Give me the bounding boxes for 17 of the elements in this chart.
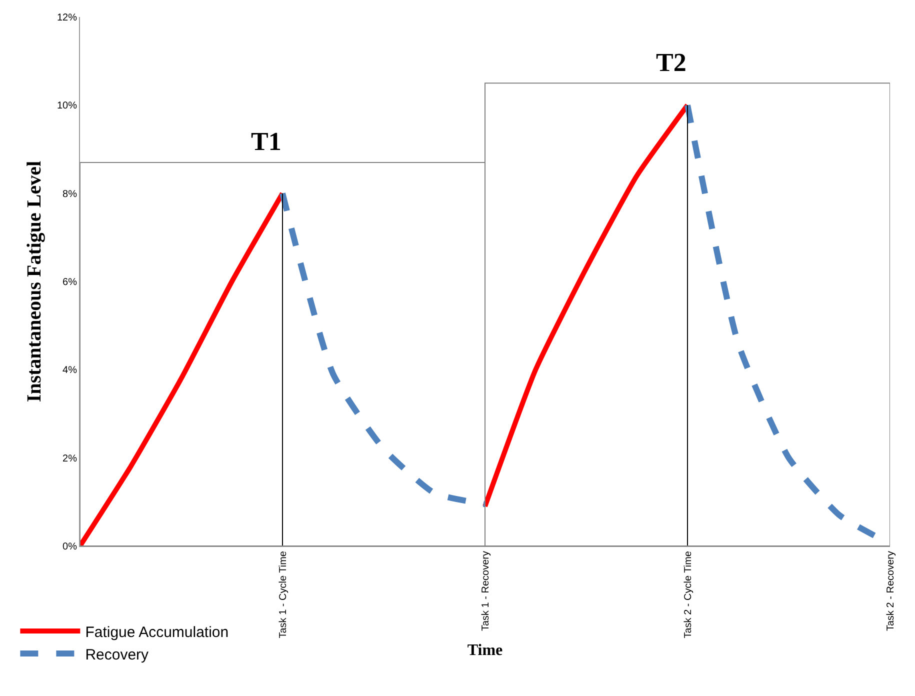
y-tick-label: 6% — [62, 277, 78, 288]
y-tick-label: 12% — [56, 12, 78, 24]
y-tick-label: 10% — [56, 100, 78, 112]
y-tick-label: 2% — [62, 453, 78, 464]
x-tick-label: Task 1 - Recovery — [480, 551, 492, 632]
legend-label: Recovery — [85, 646, 150, 664]
annotation: T1 — [251, 127, 282, 156]
annotation: T2 — [656, 48, 686, 77]
legend-label: Fatigue Accumulation — [85, 624, 229, 641]
x-axis-title: Time — [467, 642, 503, 659]
y-tick-label: 0% — [62, 542, 78, 552]
x-tick-label: Task 1 - Cycle Time — [278, 550, 289, 638]
x-tick-label: Task 2 - Cycle Time — [682, 550, 694, 638]
x-tick-label: Task 2 - Recovery — [885, 551, 896, 632]
y-tick-label: 4% — [62, 365, 78, 376]
y-tick-label: 8% — [62, 188, 78, 200]
y-axis-title: Instantaneous Fatigue Level — [23, 160, 46, 402]
